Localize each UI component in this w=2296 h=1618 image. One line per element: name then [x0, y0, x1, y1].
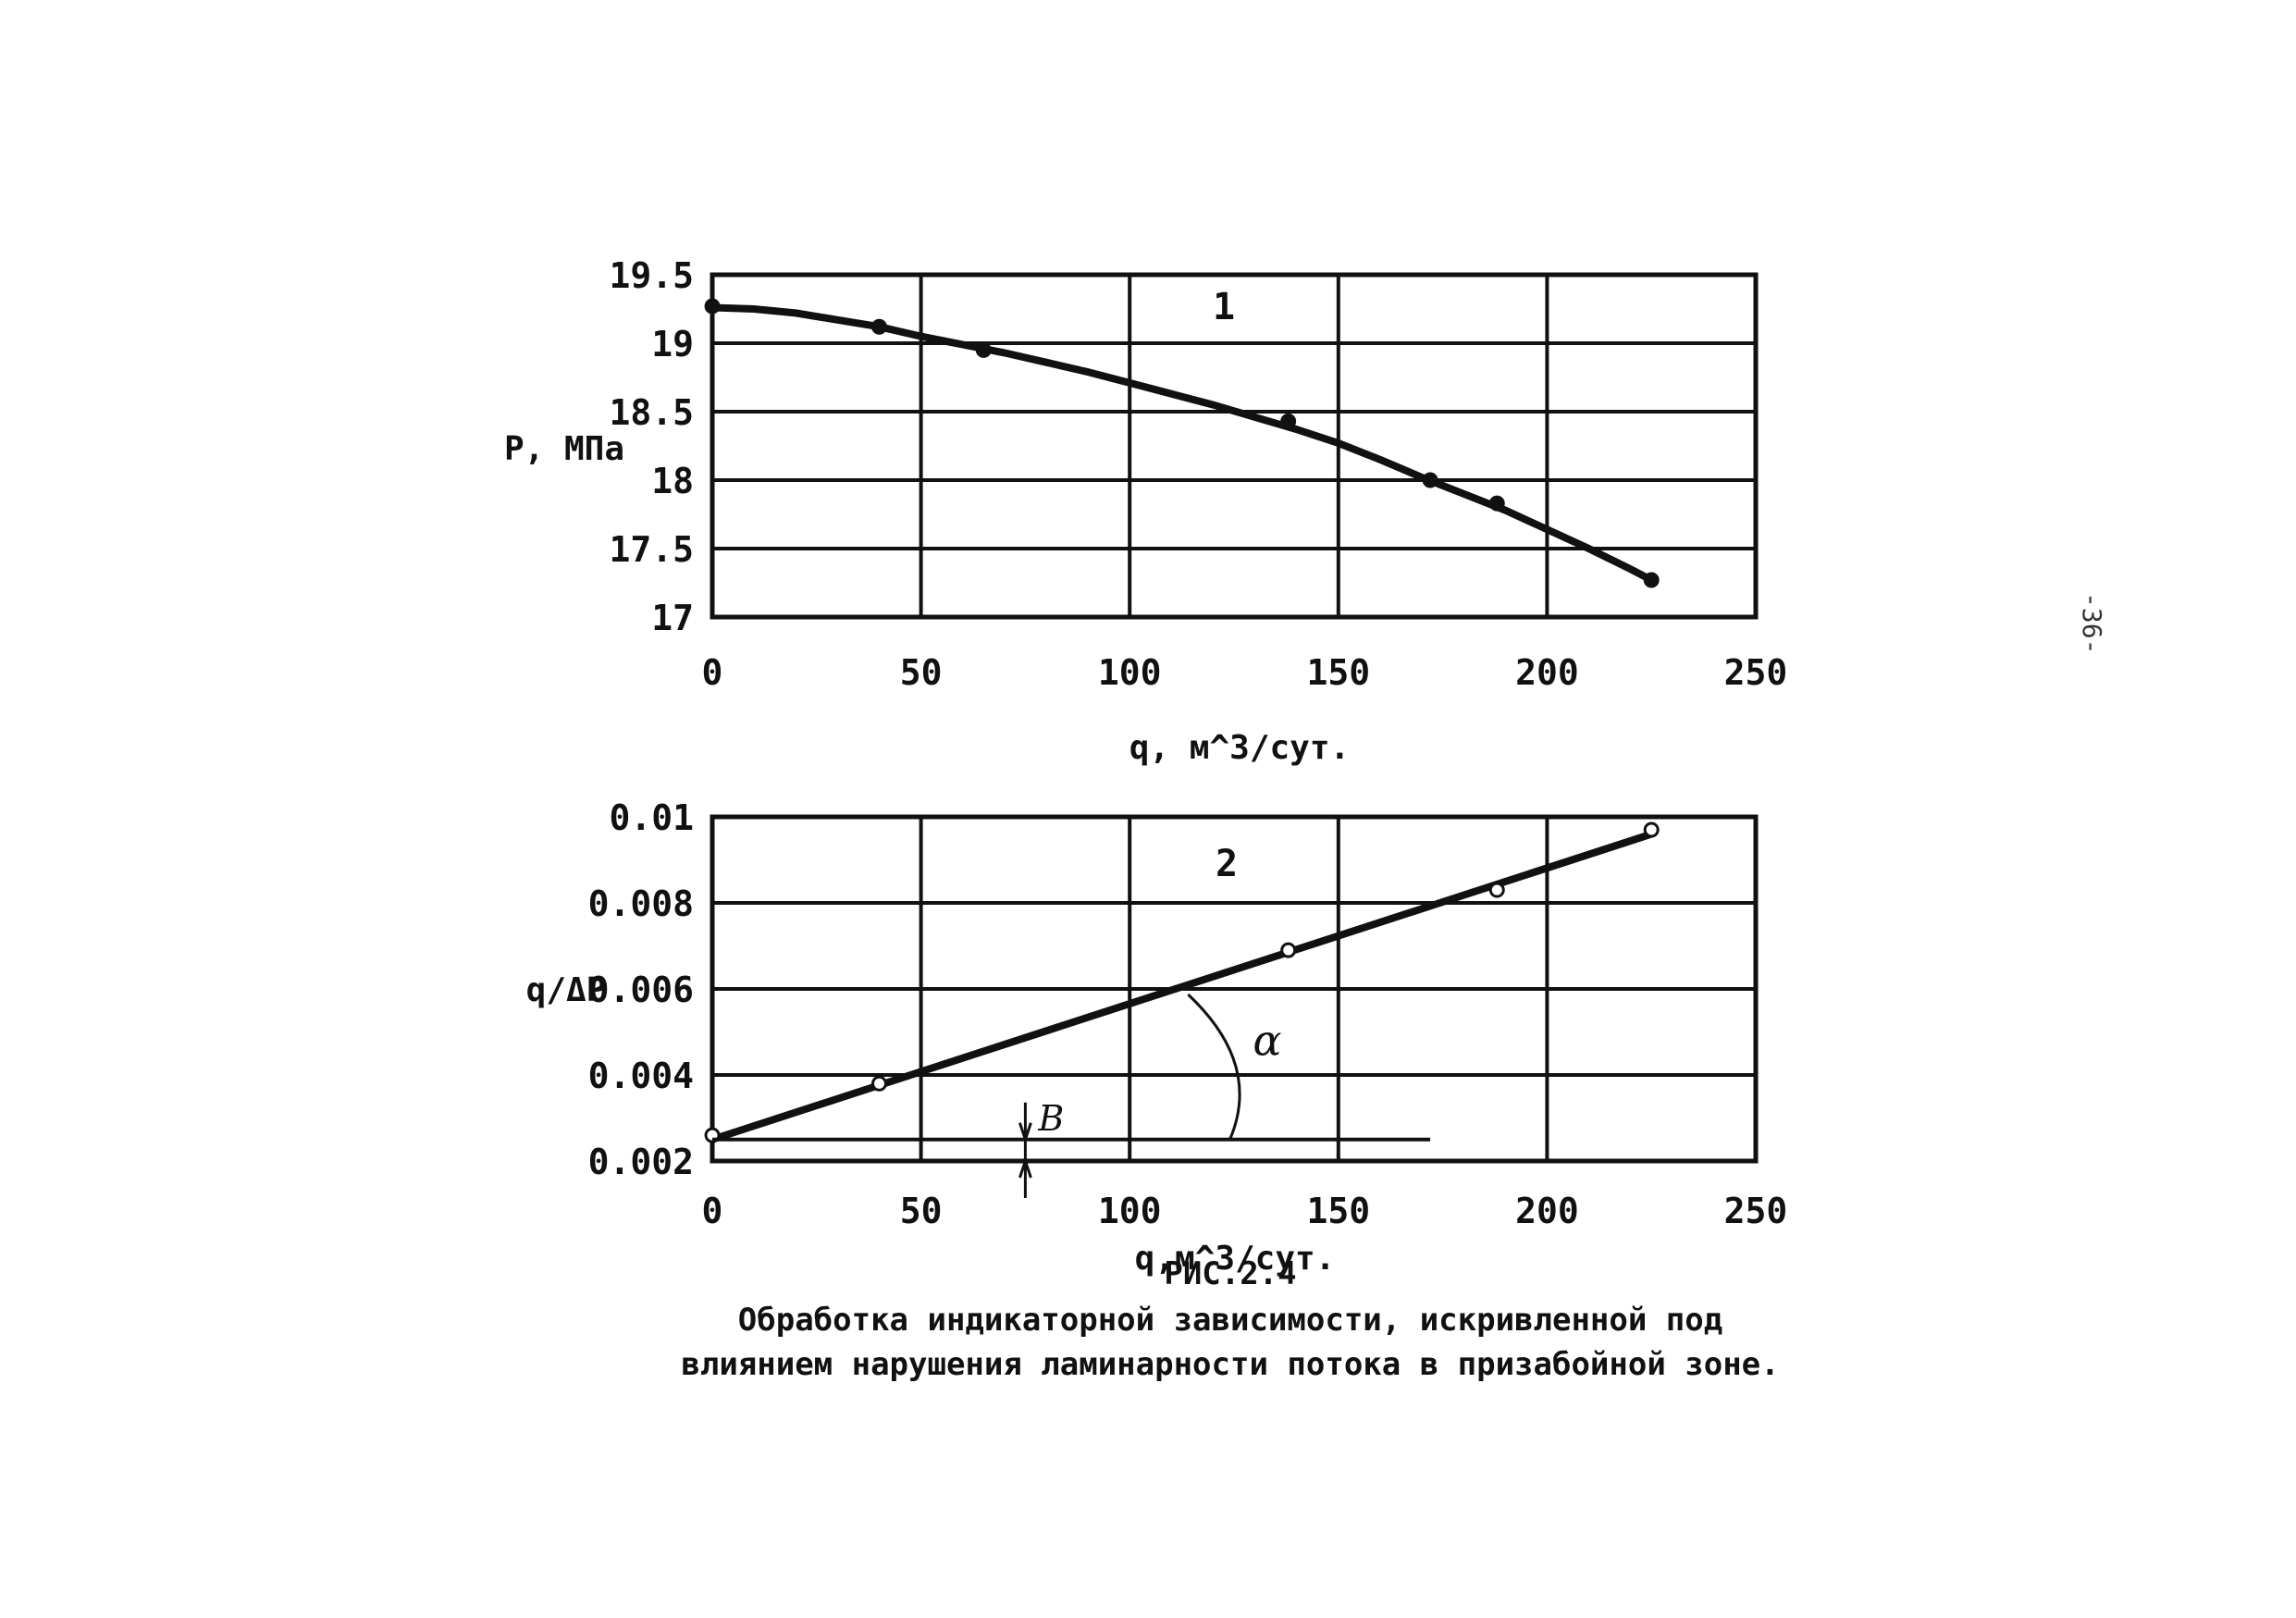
data-point: [1280, 942, 1297, 958]
intercept-label: B: [1037, 1098, 1064, 1139]
data-point: [975, 341, 992, 358]
y-axis-label: q/ΔP: [526, 971, 607, 1009]
angle-arc: [1187, 993, 1241, 1141]
data-point: [870, 318, 887, 335]
x-tick-label: 100: [1098, 1191, 1162, 1231]
data-point: [1488, 495, 1505, 512]
data-point: [1422, 472, 1438, 488]
x-tick-label: 200: [1515, 652, 1579, 693]
y-tick-label: 0.006: [588, 970, 694, 1010]
x-tick-label: 0: [702, 1191, 723, 1231]
chart-panel-1: 0 50 100 150 200 250 19.5 19 18.5 18 17.5 17 q, м^3/…: [504, 255, 1787, 767]
intercept-arrow-bottom: [1018, 1156, 1032, 1179]
caption-line-1: Обработка индикаторной зависимости, искр…: [737, 1302, 1723, 1339]
y-axis-label: P, МПа: [504, 430, 624, 468]
panel-label: 2: [1216, 843, 1238, 885]
data-point: [1643, 821, 1660, 838]
x-axis-label: q,м^3/сут.: [1135, 1240, 1336, 1278]
y-tick-label: 17.5: [609, 529, 694, 570]
data-point: [1280, 413, 1297, 429]
x-tick-label: 100: [1098, 652, 1162, 693]
x-tick-label: 200: [1515, 1191, 1579, 1231]
data-point: [1643, 572, 1660, 588]
y-tick-label: 0.004: [588, 1056, 694, 1096]
figure-label: РИС.2.4: [1164, 1255, 1297, 1292]
x-tick-label: 150: [1306, 1191, 1370, 1231]
chart-panel-2: 0 50 100 150 200 250 0.01 0.008 0.006 0.004 0.002 q…: [526, 797, 1788, 1278]
caption-line-2: влиянием нарушения ламинарности потока в…: [681, 1346, 1780, 1383]
y-tick-label: 0.01: [609, 797, 694, 838]
x-axis-label: q, м^3/сут.: [1129, 729, 1350, 767]
y-tick-label: 19: [651, 324, 694, 364]
plot-frame: [710, 814, 1759, 1164]
x-tick-label: 50: [900, 1191, 943, 1231]
y-tick-label: 18.5: [609, 392, 694, 433]
y-tick-label: 0.002: [588, 1142, 694, 1182]
x-tick-label: 50: [900, 652, 943, 693]
data-point: [870, 1075, 887, 1092]
plot-frame: [710, 272, 1759, 620]
x-tick-label: 250: [1724, 652, 1788, 693]
panel-label: 1: [1213, 286, 1235, 328]
x-tick-label: 0: [702, 652, 723, 693]
x-tick-label: 150: [1306, 652, 1370, 693]
data-point: [1488, 882, 1505, 898]
y-tick-label: 0.008: [588, 883, 694, 924]
series-curve: [709, 303, 1656, 584]
fit-line: [709, 830, 1656, 1143]
data-point: [704, 298, 721, 315]
x-tick-label: 250: [1724, 1191, 1788, 1231]
intercept-arrow-top: [1018, 1122, 1032, 1144]
y-tick-label: 19.5: [609, 255, 694, 296]
y-tick-label: 17: [651, 598, 694, 638]
y-tick-label: 18: [651, 461, 694, 501]
angle-label: α: [1253, 1015, 1281, 1065]
page-number: -36-: [2077, 592, 2107, 655]
